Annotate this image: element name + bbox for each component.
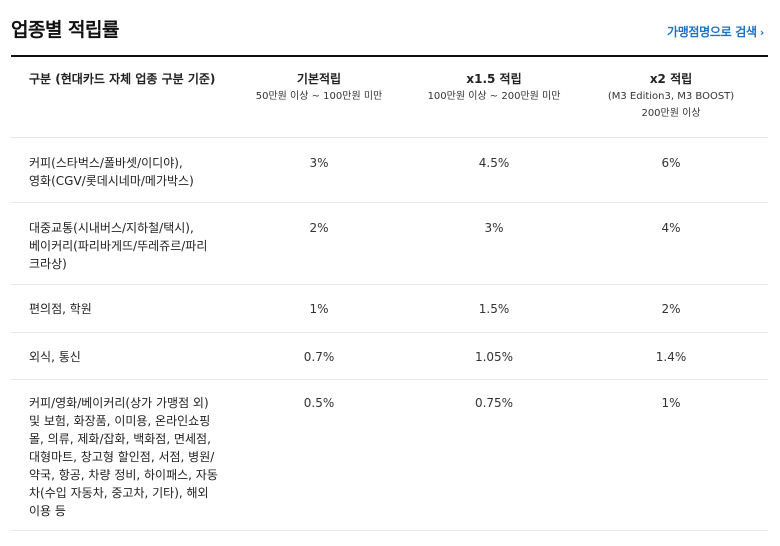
table-row: 외식, 통신 0.7% 1.05% 1.4% — [11, 333, 768, 380]
column-header-x15-name: x1.5 적립 — [466, 72, 522, 86]
header-divider — [11, 55, 768, 57]
category-line: 차(수입 자동차, 중고차, 기타), 해외 — [29, 486, 209, 500]
column-header-base-name: 기본적립 — [296, 72, 342, 86]
table-row: 커피/영화/베이커리(상가 가맹점 외) 및 보험, 화장품, 이미용, 온라인… — [11, 380, 768, 531]
column-header-x15: x1.5 적립 100만원 이상 ~ 200만원 미만 — [396, 70, 592, 105]
category-line: 베이커리(파리바게뜨/뚜레쥬르/파리 — [29, 239, 208, 253]
category-cell: 외식, 통신 — [29, 348, 229, 366]
category-line: 약국, 항공, 차량 정비, 하이패스, 자동 — [29, 468, 218, 482]
x15-rate-value: 1.5% — [478, 302, 510, 316]
x2-rate-value: 1% — [661, 396, 681, 410]
x2-rate-value: 1.4% — [655, 350, 687, 364]
table-header-row: 구분 (현대카드 자체 업종 구분 기준) 기본적립 50만원 이상 ~ 100… — [11, 57, 768, 138]
column-header-x2-sub-2: 200만원 이상 — [641, 108, 701, 119]
category-line: 외식, 통신 — [29, 350, 81, 364]
x15-rate-value: 3% — [484, 221, 504, 235]
category-line: 커피(스타벅스/폴바셋/이디야), — [29, 156, 183, 170]
merchant-search-link[interactable]: 가맹점명으로 검색 › — [667, 23, 764, 40]
column-header-x2-sub-1: (M3 Edition3, M3 BOOST) — [607, 91, 735, 102]
x2-rate-value: 2% — [661, 302, 681, 316]
category-cell: 커피(스타벅스/폴바셋/이디야), 영화(CGV/롯데시네마/메가박스) — [29, 154, 229, 190]
column-header-x15-sub: 100만원 이상 ~ 200만원 미만 — [427, 91, 561, 102]
column-header-base-sub: 50만원 이상 ~ 100만원 미만 — [255, 91, 383, 102]
column-header-category: 구분 (현대카드 자체 업종 구분 기준) — [29, 72, 216, 86]
page-title: 업종별 적립률 — [11, 19, 120, 41]
column-header-x2: x2 적립 (M3 Edition3, M3 BOOST) 200만원 이상 — [573, 70, 769, 122]
base-rate-value: 1% — [309, 302, 329, 316]
base-rate-value: 2% — [309, 221, 329, 235]
rate-table: 구분 (현대카드 자체 업종 구분 기준) 기본적립 50만원 이상 ~ 100… — [11, 57, 768, 531]
category-line: 몰, 의류, 제화/잡화, 백화점, 면세점, — [29, 432, 211, 446]
table-row: 대중교통(시내버스/지하철/택시), 베이커리(파리바게뜨/뚜레쥬르/파리 크라… — [11, 203, 768, 285]
category-cell: 커피/영화/베이커리(상가 가맹점 외) 및 보험, 화장품, 이미용, 온라인… — [29, 394, 229, 520]
base-rate-value: 0.7% — [303, 350, 335, 364]
category-line: 및 보험, 화장품, 이미용, 온라인쇼핑 — [29, 414, 211, 428]
category-line: 영화(CGV/롯데시네마/메가박스) — [29, 174, 194, 188]
x15-rate-value: 4.5% — [478, 156, 510, 170]
base-rate-value: 0.5% — [303, 396, 335, 410]
x2-rate-value: 6% — [661, 156, 681, 170]
merchant-search-label: 가맹점명으로 검색 — [666, 25, 757, 39]
category-line: 대중교통(시내버스/지하철/택시), — [29, 221, 194, 235]
category-cell: 대중교통(시내버스/지하철/택시), 베이커리(파리바게뜨/뚜레쥬르/파리 크라… — [29, 219, 229, 273]
chevron-right-icon: › — [759, 26, 765, 39]
category-line: 커피/영화/베이커리(상가 가맹점 외) — [29, 396, 209, 410]
page-header: 업종별 적립률 가맹점명으로 검색 › — [0, 0, 780, 57]
table-row: 커피(스타벅스/폴바셋/이디야), 영화(CGV/롯데시네마/메가박스) 3% … — [11, 138, 768, 203]
category-line: 대형마트, 창고형 할인점, 서점, 병원/ — [29, 450, 215, 464]
x2-rate-value: 4% — [661, 221, 681, 235]
category-line: 이용 등 — [29, 504, 66, 518]
x15-rate-value: 0.75% — [474, 396, 514, 410]
category-line: 크라상) — [29, 257, 67, 271]
category-line: 편의점, 학원 — [29, 302, 92, 316]
category-cell: 편의점, 학원 — [29, 300, 229, 318]
column-header-base: 기본적립 50만원 이상 ~ 100만원 미만 — [221, 70, 417, 105]
x15-rate-value: 1.05% — [474, 350, 514, 364]
table-row: 편의점, 학원 1% 1.5% 2% — [11, 285, 768, 333]
column-header-x2-name: x2 적립 — [649, 72, 693, 86]
base-rate-value: 3% — [309, 156, 329, 170]
